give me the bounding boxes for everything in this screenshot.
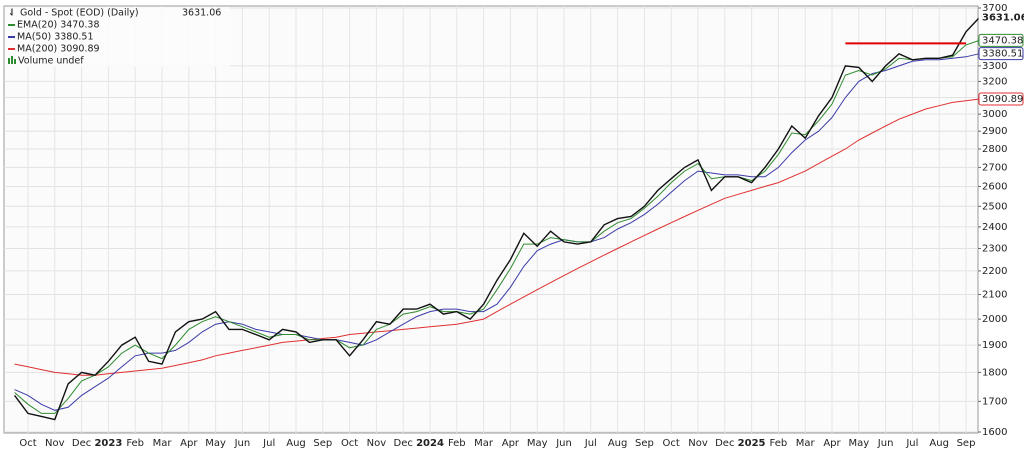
y-tick-label: 2600 [982,181,1007,192]
y-tick-label: 3000 [982,109,1007,120]
last-value-box [978,47,1024,61]
x-tick-label: Jun [555,438,572,449]
legend-icon: ⇃ [8,8,16,19]
price-line [14,17,980,421]
x-tick-label: Feb [448,438,466,449]
x-tick-label: Feb [126,438,144,449]
legend-value: 3090.89 [60,44,99,55]
y-tick-label: 1600 [982,427,1007,438]
y-tick-label: 1700 [982,396,1007,407]
x-tick-label: Oct [341,438,358,449]
legend-bg [5,7,230,67]
axes: 1600 1700 1800 1900 2000 2100 2200 2300 2400 2500… [19,3,1024,449]
legend-label: EMA(20) [17,20,57,31]
x-tick-label: Aug [286,438,306,449]
plot-area [3,5,979,434]
x-tick-label: May [848,438,869,449]
legend-value: 3380.51 [54,32,93,43]
x-tick-label: Jul [584,438,597,449]
x-tick-label: Apr [823,438,841,449]
y-tick-label: 3200 [982,76,1007,87]
y-tick-label: 2900 [982,126,1007,137]
y-tick-label: 2500 [982,201,1007,212]
x-tick-label: Sep [957,438,976,449]
x-tick-label: Aug [608,438,628,449]
x-tick-label: Oct [663,438,680,449]
average-line [14,53,980,411]
lines [14,17,980,421]
x-tick-label: Mar [474,438,494,449]
x-tick-label: May [205,438,226,449]
legend-value: 3470.38 [60,20,99,31]
last-value-label: 3090.89 [982,94,1023,105]
x-tick-label: Nov [367,438,387,449]
x-tick-label: Jun [877,438,894,449]
x-tick-label: May [527,438,548,449]
last-value-box [978,33,1024,47]
y-tick-label: 3700 [982,3,1007,14]
y-tick-label: 2800 [982,144,1007,155]
grid [4,6,978,433]
x-tick-label: Apr [180,438,198,449]
y-tick-label: 3300 [982,61,1007,72]
average-line [14,98,980,376]
legend-title-value: 3631.06 [182,8,221,19]
legend-volume-icon [14,59,16,64]
x-tick-label: Nov [45,438,65,449]
legend-label: MA(50) [17,32,51,43]
x-tick-label: Jul [905,438,918,449]
x-tick-label: Apr [502,438,520,449]
x-tick-label: Sep [635,438,654,449]
x-tick-label: 2025 [738,438,766,449]
y-tick-label: 2300 [982,243,1007,254]
x-tick-label: 2023 [94,438,122,449]
y-tick-label: 2700 [982,162,1007,173]
x-tick-label: Nov [688,438,708,449]
x-tick-label: Dec [394,438,413,449]
last-value-label: 3631.06 [982,13,1024,24]
y-tick-label: 1900 [982,340,1007,351]
x-tick-label: Jun [234,438,251,449]
legend-title: Gold - Spot (EOD) (Daily) [20,8,139,19]
x-tick-label: Feb [770,438,788,449]
legend: ⇃ Gold - Spot (EOD) (Daily) 3631.06 Volu… [5,7,230,67]
x-tick-label: Jul [262,438,275,449]
legend-label: MA(200) [17,44,57,55]
last-value-label: 3470.38 [982,35,1023,46]
x-tick-label: Oct [19,438,36,449]
y-tick-label: 2000 [982,314,1007,325]
x-tick-label: Dec [715,438,734,449]
x-tick-label: Dec [72,438,91,449]
last-value-box [978,11,1024,25]
x-tick-label: Mar [153,438,173,449]
legend-volume-icon [8,58,10,64]
x-tick-label: Aug [929,438,949,449]
y-tick-label: 1800 [982,367,1007,378]
average-line [14,39,980,414]
y-tick-label: 2400 [982,222,1007,233]
y-tick-label: 2200 [982,266,1007,277]
x-tick-label: Sep [313,438,332,449]
last-value-box [978,92,1024,106]
legend-volume-icon [11,56,13,64]
y-tick-label: 2100 [982,289,1007,300]
x-tick-label: Mar [796,438,816,449]
x-tick-label: 2024 [416,438,444,449]
last-value-label: 3380.51 [982,49,1023,60]
legend-volume: Volume undef [18,56,84,67]
